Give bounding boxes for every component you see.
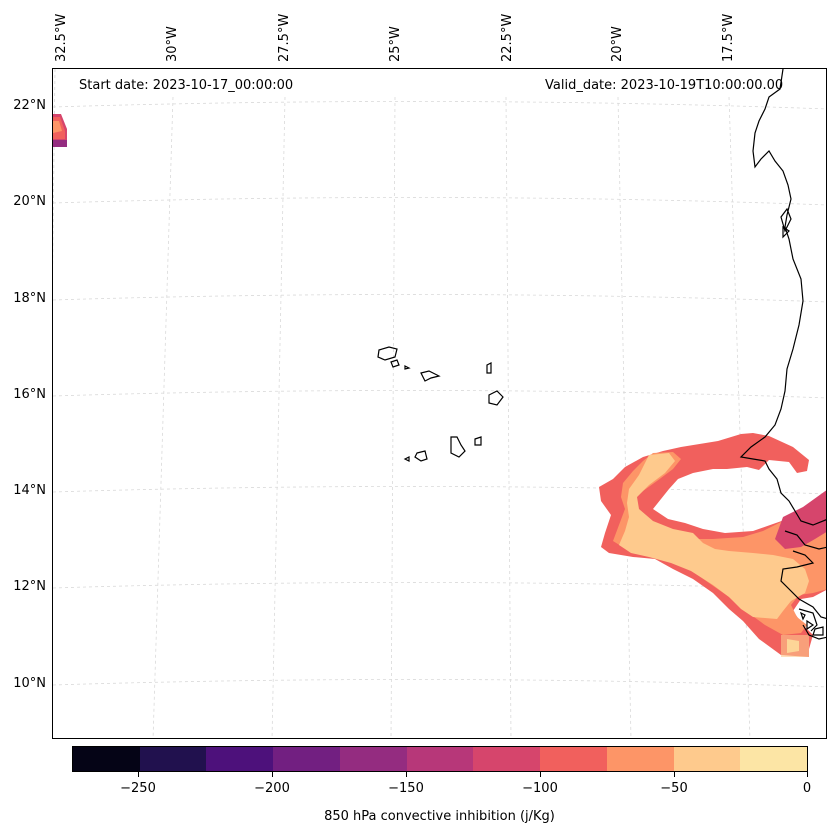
- colorbar-label: 850 hPa convective inhibition (j/Kg): [324, 809, 555, 824]
- island-sal: [486, 362, 492, 374]
- island-santo-antao: [377, 346, 398, 361]
- lon-label-27-5w: 27.5°W: [277, 13, 292, 62]
- colorbar-segment-10: [740, 747, 808, 771]
- lon-label-22-5w: 22.5°W: [500, 13, 515, 62]
- lat-label-16n: 16°N: [13, 387, 46, 402]
- colorbar-tick-mark: [272, 772, 273, 777]
- colorbar: [72, 746, 808, 772]
- island-fogo: [414, 450, 428, 462]
- lon-label-17-5w: 17.5°W: [721, 13, 736, 62]
- colorbar-segment-1: [139, 747, 207, 771]
- africa-coastline: [739, 69, 826, 526]
- cin-blob-south-edge: [781, 635, 809, 657]
- parallel-22n: [53, 101, 826, 110]
- colorbar-tick-mark: [138, 772, 139, 777]
- island-maio: [474, 436, 482, 446]
- colorbar-segment-3: [273, 747, 340, 771]
- island-santiago: [450, 436, 466, 458]
- island-sao-nicolau: [420, 370, 441, 382]
- colorbar-tick-mark: [406, 772, 407, 777]
- meridian-32-5w: [53, 69, 56, 271]
- cin-contours: [53, 114, 826, 657]
- map-plot-area: [52, 68, 827, 739]
- africa-coast-bays: [780, 207, 792, 239]
- colorbar-tick-label: −150: [388, 781, 424, 796]
- bijagos-islands: [799, 611, 824, 636]
- island-brava: [403, 456, 410, 462]
- meridian-20w: [617, 96, 632, 738]
- lat-label-18n: 18°N: [13, 291, 46, 306]
- colorbar-tick-label: −100: [522, 781, 558, 796]
- lon-label-32-5w: 32.5°W: [54, 13, 69, 62]
- coastlines: [377, 69, 826, 640]
- colorbar-segment-7: [540, 747, 607, 771]
- parallel-20n: [53, 197, 826, 206]
- colorbar-tick-mark: [540, 772, 541, 777]
- lon-label-30w: 30°W: [165, 26, 180, 62]
- island-sao-vicente: [390, 359, 400, 368]
- parallel-14n: [53, 486, 826, 495]
- colorbar-segment-9: [673, 747, 741, 771]
- meridian-27-5w: [271, 96, 286, 738]
- graticule: [53, 69, 826, 738]
- meridian-25w: [390, 96, 396, 738]
- colorbar-segment-8: [606, 747, 674, 771]
- colorbar-segment-0: [73, 747, 140, 771]
- colorbar-tick-label: 0: [802, 781, 812, 796]
- lon-label-20w: 20°W: [610, 26, 625, 62]
- colorbar-segment-2: [206, 747, 274, 771]
- parallel-10n: [53, 679, 826, 688]
- colorbar-segment-4: [339, 747, 407, 771]
- colorbar-tick-label: −200: [254, 781, 290, 796]
- lat-label-22n: 22°N: [13, 98, 46, 113]
- lon-label-25w: 25°W: [388, 26, 403, 62]
- colorbar-tick-label: −50: [660, 781, 688, 796]
- meridian-17-5w: [728, 96, 751, 738]
- colorbar-segment-6: [473, 747, 541, 771]
- lat-label-20n: 20°N: [13, 194, 46, 209]
- valid-date-label: Valid_date: 2023-10-19T10:00:00.00: [545, 78, 784, 93]
- start-date-label: Start date: 2023-10-17_00:00:00: [79, 78, 294, 93]
- parallel-16n: [53, 390, 826, 399]
- meridian-30w: [152, 96, 174, 738]
- gambia-senegal-coast: [780, 530, 826, 640]
- map-canvas: [53, 69, 826, 738]
- island-santa-luzia: [404, 365, 411, 370]
- meridian-22-5w: [505, 96, 512, 738]
- lat-label-10n: 10°N: [13, 676, 46, 691]
- lat-label-14n: 14°N: [13, 483, 46, 498]
- colorbar-tick-mark: [674, 772, 675, 777]
- island-boa-vista: [488, 390, 504, 406]
- parallel-18n: [53, 294, 826, 303]
- colorbar-tick-mark: [807, 772, 808, 777]
- cin-band-east-pale: [619, 453, 809, 619]
- cin-patch-topleft-dark: [53, 140, 67, 147]
- colorbar-tick-label: −250: [120, 781, 156, 796]
- lat-label-12n: 12°N: [13, 579, 46, 594]
- colorbar-segment-5: [406, 747, 474, 771]
- cin-patch-topleft-light: [53, 121, 62, 133]
